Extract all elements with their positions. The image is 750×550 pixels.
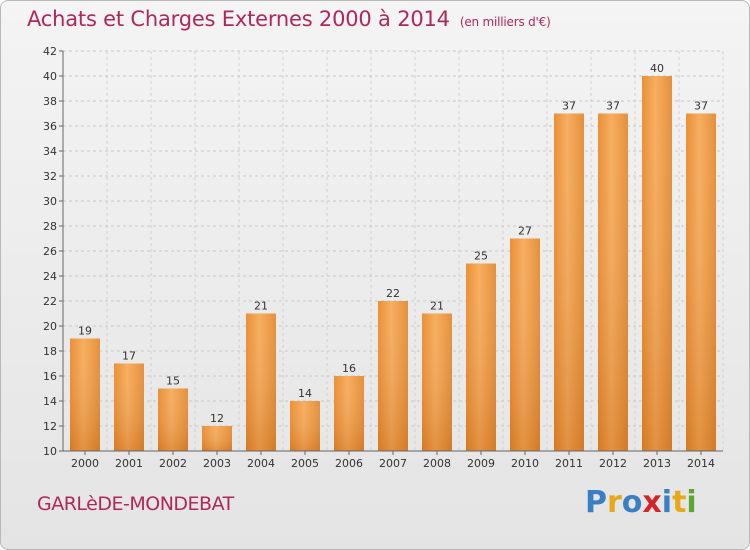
x-tick-label: 2009 xyxy=(467,457,495,470)
bar-shade xyxy=(510,238,540,451)
title-text: Achats et Charges Externes 2000 à 2014 xyxy=(27,7,450,31)
x-tick-label: 2004 xyxy=(247,457,275,470)
logo-letter: o xyxy=(621,485,643,520)
x-tick-label: 2013 xyxy=(643,457,671,470)
y-tick-label: 12 xyxy=(43,420,57,433)
y-tick-label: 24 xyxy=(43,270,57,283)
y-tick-label: 32 xyxy=(43,170,57,183)
bar-shade xyxy=(378,301,408,451)
x-tick-label: 2012 xyxy=(599,457,627,470)
y-tick-label: 30 xyxy=(43,195,57,208)
bar-shade xyxy=(686,113,716,451)
x-tick-label: 2006 xyxy=(335,457,363,470)
bar-value-label: 17 xyxy=(122,350,136,363)
bar-value-label: 27 xyxy=(518,225,532,238)
x-tick-label: 2011 xyxy=(555,457,583,470)
logo-letter: i xyxy=(661,485,673,520)
bar-shade xyxy=(202,426,232,451)
bar-value-label: 22 xyxy=(386,287,400,300)
bar-shade xyxy=(290,401,320,451)
bar-shade xyxy=(114,363,144,451)
bar-shade xyxy=(334,376,364,451)
y-tick-label: 40 xyxy=(43,70,57,83)
x-tick-label: 2000 xyxy=(71,457,99,470)
bar-shade xyxy=(642,76,672,451)
y-tick-label: 18 xyxy=(43,345,57,358)
y-tick-label: 38 xyxy=(43,95,57,108)
bar-shade xyxy=(246,313,276,451)
logo-letter: r xyxy=(607,485,622,520)
bar-shade xyxy=(422,313,452,451)
y-tick-label: 20 xyxy=(43,320,57,333)
bar-value-label: 37 xyxy=(694,100,708,113)
x-tick-label: 2003 xyxy=(203,457,231,470)
bar-shade xyxy=(70,338,100,451)
chart-title: Achats et Charges Externes 2000 à 2014 (e… xyxy=(27,7,551,31)
bar-value-label: 19 xyxy=(78,325,92,338)
logo-letter: P xyxy=(585,485,607,520)
y-tick-label: 16 xyxy=(43,370,57,383)
y-tick-label: 22 xyxy=(43,295,57,308)
commune-name: GARLèDE-MONDEBAT xyxy=(37,493,234,515)
bar-value-label: 16 xyxy=(342,362,356,375)
bar-shade xyxy=(466,263,496,451)
logo-letter: t xyxy=(672,485,687,520)
bars: 19 17 15 12 21 14 16 22 21 25 27 37 37 40 37 xyxy=(70,62,716,451)
bar-value-label: 12 xyxy=(210,412,224,425)
bar-shade xyxy=(598,113,628,451)
bar-shade xyxy=(158,388,188,451)
x-tick-label: 2014 xyxy=(687,457,715,470)
logo-letter: i xyxy=(686,485,697,520)
proxiti-logo: Proxiti xyxy=(585,485,697,520)
y-tick-label: 42 xyxy=(43,45,57,58)
bar-shade xyxy=(554,113,584,451)
x-tick-label: 2008 xyxy=(423,457,451,470)
bar-value-label: 37 xyxy=(606,100,620,113)
bar-value-label: 21 xyxy=(430,300,444,313)
x-tick-label: 2010 xyxy=(511,457,539,470)
bar-value-label: 40 xyxy=(650,62,664,75)
x-tick-label: 2007 xyxy=(379,457,407,470)
y-tick-label: 10 xyxy=(43,445,57,458)
unit-label: (en milliers d'€) xyxy=(459,15,551,29)
bar-value-label: 14 xyxy=(298,387,312,400)
y-tick-label: 26 xyxy=(43,245,57,258)
bar-value-label: 37 xyxy=(562,100,576,113)
x-tick-label: 2005 xyxy=(291,457,319,470)
bar-value-label: 15 xyxy=(166,375,180,388)
axes: 10 12 14 16 18 20 22 24 26 28 30 32 34 36 38 40 42 2000 20… xyxy=(43,45,723,470)
y-tick-label: 28 xyxy=(43,220,57,233)
bar-value-label: 21 xyxy=(254,300,268,313)
y-tick-label: 34 xyxy=(43,145,57,158)
x-tick-label: 2001 xyxy=(115,457,143,470)
y-tick-label: 14 xyxy=(43,395,57,408)
logo-letter: x xyxy=(642,485,662,520)
bar-value-label: 25 xyxy=(474,250,488,263)
x-tick-label: 2002 xyxy=(159,457,187,470)
y-tick-label: 36 xyxy=(43,120,57,133)
